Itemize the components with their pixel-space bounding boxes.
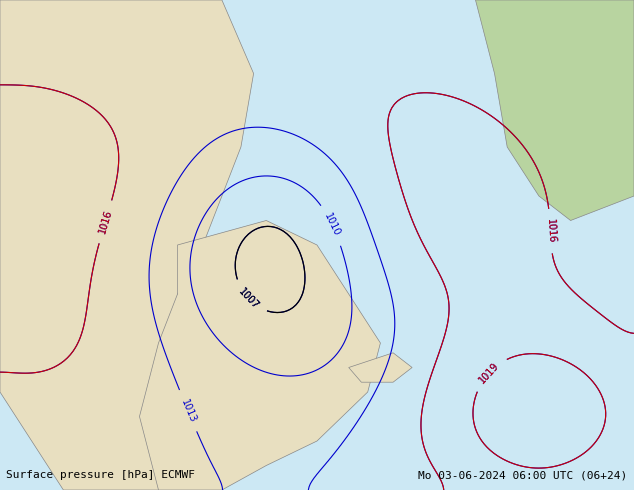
Text: 1013: 1013 xyxy=(179,397,197,424)
Text: 1007: 1007 xyxy=(236,286,261,311)
Text: 1016: 1016 xyxy=(97,209,113,235)
Polygon shape xyxy=(0,0,266,490)
Text: 1010: 1010 xyxy=(323,212,342,238)
Text: 1016: 1016 xyxy=(97,209,113,235)
Text: 1019: 1019 xyxy=(477,361,501,385)
Text: 1016: 1016 xyxy=(545,219,556,244)
Text: 1019: 1019 xyxy=(477,361,501,385)
Polygon shape xyxy=(349,353,412,382)
Polygon shape xyxy=(476,0,634,220)
Text: 1007: 1007 xyxy=(236,286,261,311)
Text: 1016: 1016 xyxy=(545,219,556,244)
Text: Mo 03-06-2024 06:00 UTC (06+24): Mo 03-06-2024 06:00 UTC (06+24) xyxy=(418,470,628,480)
Polygon shape xyxy=(139,220,380,490)
Text: Surface pressure [hPa] ECMWF: Surface pressure [hPa] ECMWF xyxy=(6,470,195,480)
